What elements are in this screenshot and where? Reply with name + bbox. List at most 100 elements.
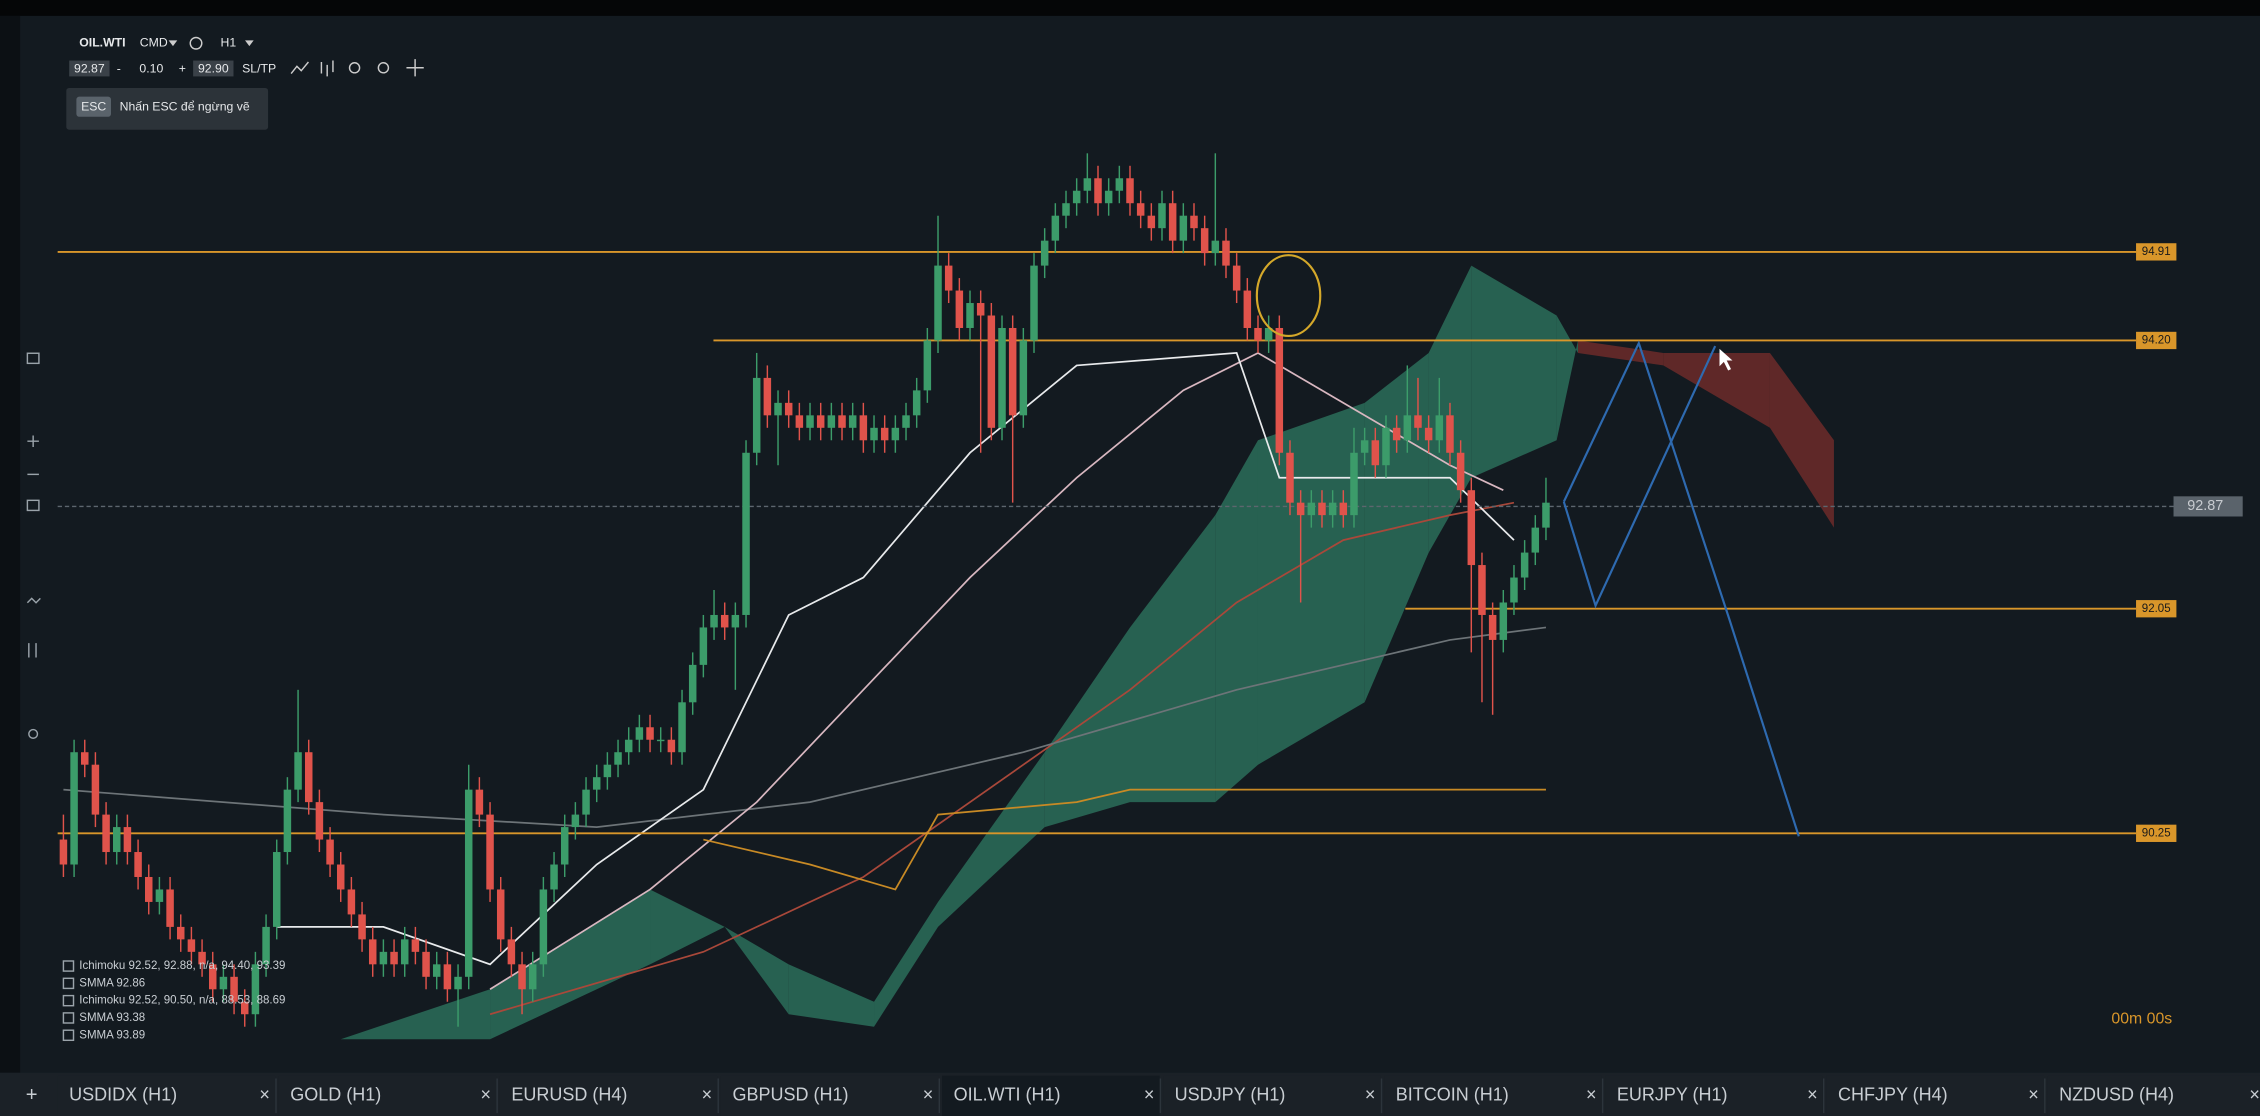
tab[interactable]: GBPUSD (H1) × <box>720 1075 941 1116</box>
tab[interactable]: NZDUSD (H4) × <box>2047 1075 2260 1116</box>
tab-label[interactable]: NZDUSD (H4) <box>2059 1085 2174 1105</box>
candle-body <box>763 377 772 416</box>
candle-body <box>251 964 260 1015</box>
tab-box[interactable] <box>278 1075 497 1116</box>
tab-box[interactable] <box>1826 1075 2045 1116</box>
candle-body <box>1531 527 1540 553</box>
level-label: 90.25 <box>2142 827 2171 839</box>
candle-body <box>880 427 889 441</box>
tab-box[interactable] <box>499 1075 718 1116</box>
tab-box[interactable] <box>942 1075 1160 1116</box>
candle-body <box>518 964 526 990</box>
candle-body <box>720 614 729 628</box>
tab-box[interactable] <box>720 1075 939 1116</box>
candle-body <box>646 727 654 740</box>
tab-label[interactable]: USDJPY (H1) <box>1175 1085 1286 1105</box>
tool-icon[interactable] <box>26 352 40 365</box>
sltp[interactable]: SL/TP <box>242 61 276 75</box>
legend-entry: Ichimoku 92.52, 90.50, n/a, 88.53, 88.69 <box>79 995 285 1007</box>
ask-box[interactable] <box>193 60 234 77</box>
candle-body <box>1424 427 1433 441</box>
tab-box[interactable] <box>2047 1075 2260 1116</box>
tab-label[interactable]: GBPUSD (H1) <box>732 1085 848 1105</box>
candle-body <box>1168 203 1177 241</box>
tab[interactable]: USDJPY (H1) × <box>1163 1075 1383 1116</box>
candle-body <box>507 939 516 965</box>
candle-body <box>294 752 302 790</box>
candle-body <box>912 390 921 416</box>
plus[interactable]: + <box>179 61 186 75</box>
tab[interactable]: EURUSD (H4) × <box>499 1075 719 1116</box>
tab-label[interactable]: BITCOIN (H1) <box>1396 1085 1509 1105</box>
tab-close[interactable]: × <box>1807 1085 1818 1105</box>
tab-close[interactable]: × <box>259 1085 270 1105</box>
dropdown-icon[interactable] <box>168 40 178 47</box>
cloud-segment <box>1577 340 1664 366</box>
candle-body <box>443 964 452 990</box>
add-tab[interactable]: + <box>26 1084 38 1106</box>
tool-icon[interactable] <box>26 597 41 604</box>
minus[interactable]: - <box>117 61 121 75</box>
candle-body <box>283 789 292 853</box>
candle-body <box>1488 614 1497 640</box>
tab-label[interactable]: USDIDX (H1) <box>69 1085 177 1105</box>
bars-icon[interactable] <box>320 60 334 77</box>
ask[interactable]: 92.90 <box>198 61 229 75</box>
tab-close[interactable]: × <box>1586 1085 1597 1105</box>
zoom-in-icon[interactable] <box>377 62 390 74</box>
tab-close[interactable]: × <box>1365 1085 1376 1105</box>
bid-box[interactable] <box>69 60 110 77</box>
tab-box[interactable] <box>57 1075 276 1116</box>
candle-body <box>870 427 878 441</box>
cloud-segment <box>1215 440 1258 803</box>
tab-label[interactable]: CHFJPY (H4) <box>1838 1085 1948 1105</box>
tab-box[interactable] <box>1605 1075 1823 1116</box>
tab-label[interactable]: EURUSD (H4) <box>511 1085 627 1105</box>
tool-icon[interactable] <box>27 435 39 447</box>
tab-label[interactable]: EURJPY (H1) <box>1617 1085 1728 1105</box>
candle-body <box>1232 265 1241 291</box>
tool-icon[interactable] <box>28 728 39 739</box>
candle-body <box>240 1001 249 1015</box>
zoom-out-icon[interactable] <box>348 62 361 74</box>
candle-body <box>1104 190 1113 204</box>
level-label-box <box>2136 824 2177 842</box>
tab-box[interactable] <box>1163 1075 1381 1116</box>
tab[interactable]: OIL.WTI (H1) × <box>942 1075 1162 1116</box>
tab-close[interactable]: × <box>702 1085 713 1105</box>
info-icon[interactable] <box>189 36 203 50</box>
tab[interactable]: EURJPY (H1) × <box>1605 1075 1825 1116</box>
tab-label[interactable]: GOLD (H1) <box>290 1085 381 1105</box>
candle-body <box>400 939 409 965</box>
candle-body <box>1510 577 1518 603</box>
candle-body <box>1478 565 1486 615</box>
bid[interactable]: 92.87 <box>74 61 105 75</box>
timeframe[interactable]: H1 <box>221 35 237 49</box>
candle-body <box>976 303 985 316</box>
tab-close[interactable]: × <box>923 1085 934 1105</box>
candle-body <box>1136 203 1145 216</box>
symbol[interactable]: OIL.WTI <box>79 35 125 49</box>
cloud-segment <box>1556 315 1578 441</box>
candle-body <box>219 976 228 990</box>
candle-body <box>144 876 153 902</box>
volume[interactable]: 0.10 <box>139 61 163 75</box>
tab[interactable]: BITCOIN (H1) × <box>1384 1075 1604 1116</box>
tab-close[interactable]: × <box>2249 1085 2260 1105</box>
tool-icon[interactable] <box>28 643 37 658</box>
tab-close[interactable]: × <box>2028 1085 2039 1105</box>
crosshair-icon[interactable] <box>406 59 424 77</box>
tab-box[interactable] <box>1384 1075 1602 1116</box>
tab-label[interactable]: OIL.WTI (H1) <box>954 1085 1061 1105</box>
line-icon[interactable] <box>290 61 309 74</box>
candle-body <box>496 889 505 940</box>
dropdown-icon[interactable] <box>245 40 254 47</box>
tab-close[interactable]: × <box>481 1085 492 1105</box>
tab-close[interactable]: × <box>1144 1085 1155 1105</box>
tab[interactable]: USDIDX (H1) × <box>57 1075 277 1116</box>
tool-icon[interactable] <box>26 499 40 512</box>
tab[interactable]: CHFJPY (H4) × <box>1826 1075 2046 1116</box>
candle-body <box>1254 327 1262 341</box>
tab[interactable]: GOLD (H1) × <box>278 1075 498 1116</box>
candle-body <box>987 315 996 428</box>
